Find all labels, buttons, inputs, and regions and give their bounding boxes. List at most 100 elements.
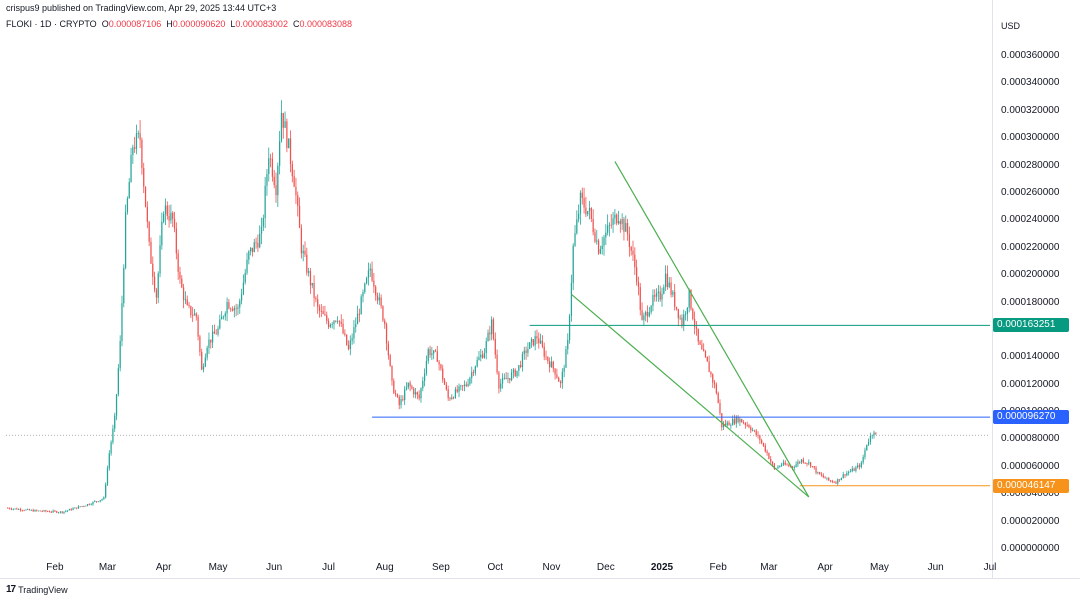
- candle-down: [199, 336, 201, 353]
- candle-up: [625, 223, 627, 232]
- candle-down: [418, 394, 420, 399]
- candle-down: [324, 314, 326, 316]
- falling-wedge-lower[interactable]: [571, 293, 810, 498]
- candle-down: [844, 474, 846, 476]
- candle-down: [632, 250, 634, 255]
- price-tick-label: 0.000080000: [1001, 433, 1060, 445]
- candle-down: [182, 287, 185, 301]
- candle-down: [251, 247, 254, 252]
- candle-up: [27, 509, 29, 510]
- candle-up: [126, 198, 129, 213]
- candle-up: [264, 185, 266, 219]
- candle-down: [342, 323, 344, 334]
- candle-down: [724, 423, 727, 426]
- candle-up: [657, 291, 660, 294]
- candle-up: [106, 468, 109, 485]
- candle-down: [411, 386, 413, 389]
- candle-down: [543, 346, 545, 357]
- candle-down: [710, 372, 712, 375]
- candle-up: [302, 250, 304, 254]
- candle-up: [81, 506, 83, 507]
- candle-up: [471, 372, 473, 378]
- candle-up: [66, 510, 69, 512]
- candle-down: [835, 482, 837, 484]
- candle-up: [871, 435, 873, 437]
- candle-down: [681, 317, 683, 326]
- candle-down: [481, 354, 484, 358]
- publisher-line: crispus9 published on TradingView.com, A…: [6, 3, 277, 13]
- candle-down: [269, 158, 272, 160]
- candle-up: [664, 273, 667, 288]
- candle-up: [614, 214, 616, 219]
- candle-down: [659, 291, 661, 300]
- candle-down: [558, 377, 560, 382]
- candle-up: [862, 457, 864, 463]
- candle-down: [409, 382, 411, 387]
- candle-up: [684, 313, 687, 315]
- candle-down: [192, 315, 194, 316]
- candle-up: [239, 300, 241, 308]
- candle-up: [110, 442, 112, 454]
- candle-down: [326, 315, 328, 322]
- candle-up: [578, 213, 580, 220]
- candle-up: [523, 350, 525, 355]
- candle-up: [351, 338, 353, 341]
- candle-up: [512, 369, 515, 373]
- candle-down: [806, 463, 808, 464]
- candle-down: [690, 289, 692, 310]
- candle-up: [124, 212, 127, 268]
- candle-down: [853, 468, 855, 471]
- candle-up: [599, 249, 602, 254]
- candle-down: [721, 413, 723, 428]
- candle-up: [530, 339, 533, 343]
- candle-down: [713, 382, 716, 385]
- candle-down: [313, 282, 315, 299]
- candle-down: [347, 344, 350, 350]
- time-tick-label: Dec: [596, 562, 615, 573]
- candle-down: [634, 254, 636, 268]
- candle-up: [587, 211, 589, 215]
- time-tick-label: Apr: [817, 562, 833, 573]
- candle-down: [190, 306, 192, 316]
- candle-down: [733, 419, 736, 424]
- candle-up: [454, 389, 457, 398]
- candle-up: [237, 307, 239, 309]
- candle-up: [331, 324, 333, 325]
- symbol-label[interactable]: FLOKI · 1D · CRYPTO: [6, 19, 97, 29]
- candle-up: [25, 509, 27, 511]
- currency-label[interactable]: USD: [1001, 21, 1021, 31]
- candle-down: [594, 232, 596, 242]
- candle-down: [413, 388, 415, 395]
- candle-up: [777, 466, 779, 469]
- candle-up: [458, 386, 460, 392]
- candle-down: [235, 308, 237, 309]
- candle-up: [288, 138, 290, 149]
- tradingview-logo[interactable]: 17 TradingView: [6, 584, 68, 595]
- candle-up: [539, 340, 542, 344]
- candle-up: [621, 219, 623, 225]
- candle-up: [266, 174, 268, 186]
- candle-down: [554, 368, 556, 375]
- candle-up: [128, 182, 130, 199]
- candle-up: [855, 467, 857, 471]
- time-tick-label: Nov: [542, 562, 561, 573]
- candle-down: [32, 509, 34, 512]
- candle-down: [195, 313, 197, 317]
- candle-down: [382, 306, 384, 321]
- candle-up: [404, 389, 406, 401]
- candle-down: [623, 219, 625, 232]
- falling-wedge-upper[interactable]: [614, 161, 810, 498]
- candle-down: [581, 192, 583, 198]
- candle-up: [253, 242, 255, 252]
- candle-up: [365, 277, 368, 284]
- time-tick-label: May: [208, 562, 228, 573]
- candle-up: [222, 316, 225, 318]
- candle-down: [750, 427, 752, 431]
- candle-down: [340, 321, 342, 324]
- candle-up: [74, 507, 76, 509]
- candle-down: [741, 419, 743, 423]
- candle-down: [445, 384, 447, 390]
- candle-down: [436, 351, 438, 362]
- candle-up: [474, 366, 476, 373]
